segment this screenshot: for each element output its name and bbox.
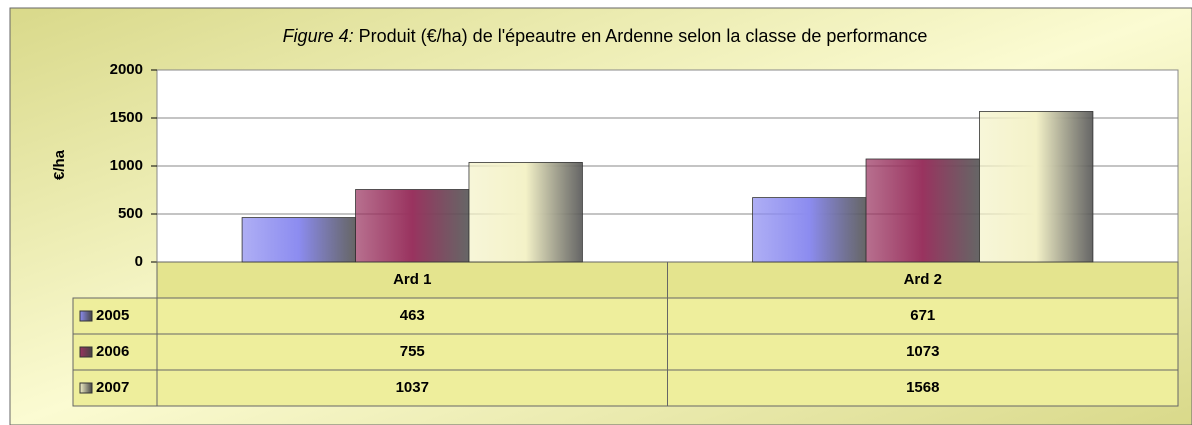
table-value: 671 <box>910 307 935 324</box>
table-row-bg <box>72 369 1179 407</box>
x-tick-label: Ard 1 <box>393 271 431 288</box>
bar <box>865 158 980 263</box>
bar <box>355 189 470 263</box>
y-tick-label: 1500 <box>110 109 143 126</box>
bar <box>979 111 1094 263</box>
bar <box>468 162 583 263</box>
table-value: 1037 <box>396 379 429 396</box>
table-value: 463 <box>400 307 425 324</box>
y-tick-label: 2000 <box>110 61 143 78</box>
legend-swatch <box>79 382 93 394</box>
legend-label: 2006 <box>96 343 129 360</box>
y-tick-label: 500 <box>118 205 143 222</box>
y-tick-label: 1000 <box>110 157 143 174</box>
table-value: 755 <box>400 343 425 360</box>
table-value: 1568 <box>906 379 939 396</box>
bar <box>752 197 867 263</box>
bar <box>241 217 356 263</box>
x-tick-label: Ard 2 <box>904 271 942 288</box>
y-axis-label: €/ha <box>51 149 68 180</box>
legend-label: 2007 <box>96 379 129 396</box>
y-tick-label: 0 <box>135 253 143 270</box>
legend-swatch <box>79 346 93 358</box>
chart-title: Figure 4: Produit (€/ha) de l'épeautre e… <box>195 25 1015 48</box>
table-row-bg <box>72 333 1179 371</box>
table-row-bg <box>72 297 1179 335</box>
legend-label: 2005 <box>96 307 129 324</box>
table-value: 1073 <box>906 343 939 360</box>
legend-swatch <box>79 310 93 322</box>
title-prefix: Figure 4: <box>282 26 354 46</box>
title-text: Produit (€/ha) de l'épeautre en Ardenne … <box>358 26 928 46</box>
